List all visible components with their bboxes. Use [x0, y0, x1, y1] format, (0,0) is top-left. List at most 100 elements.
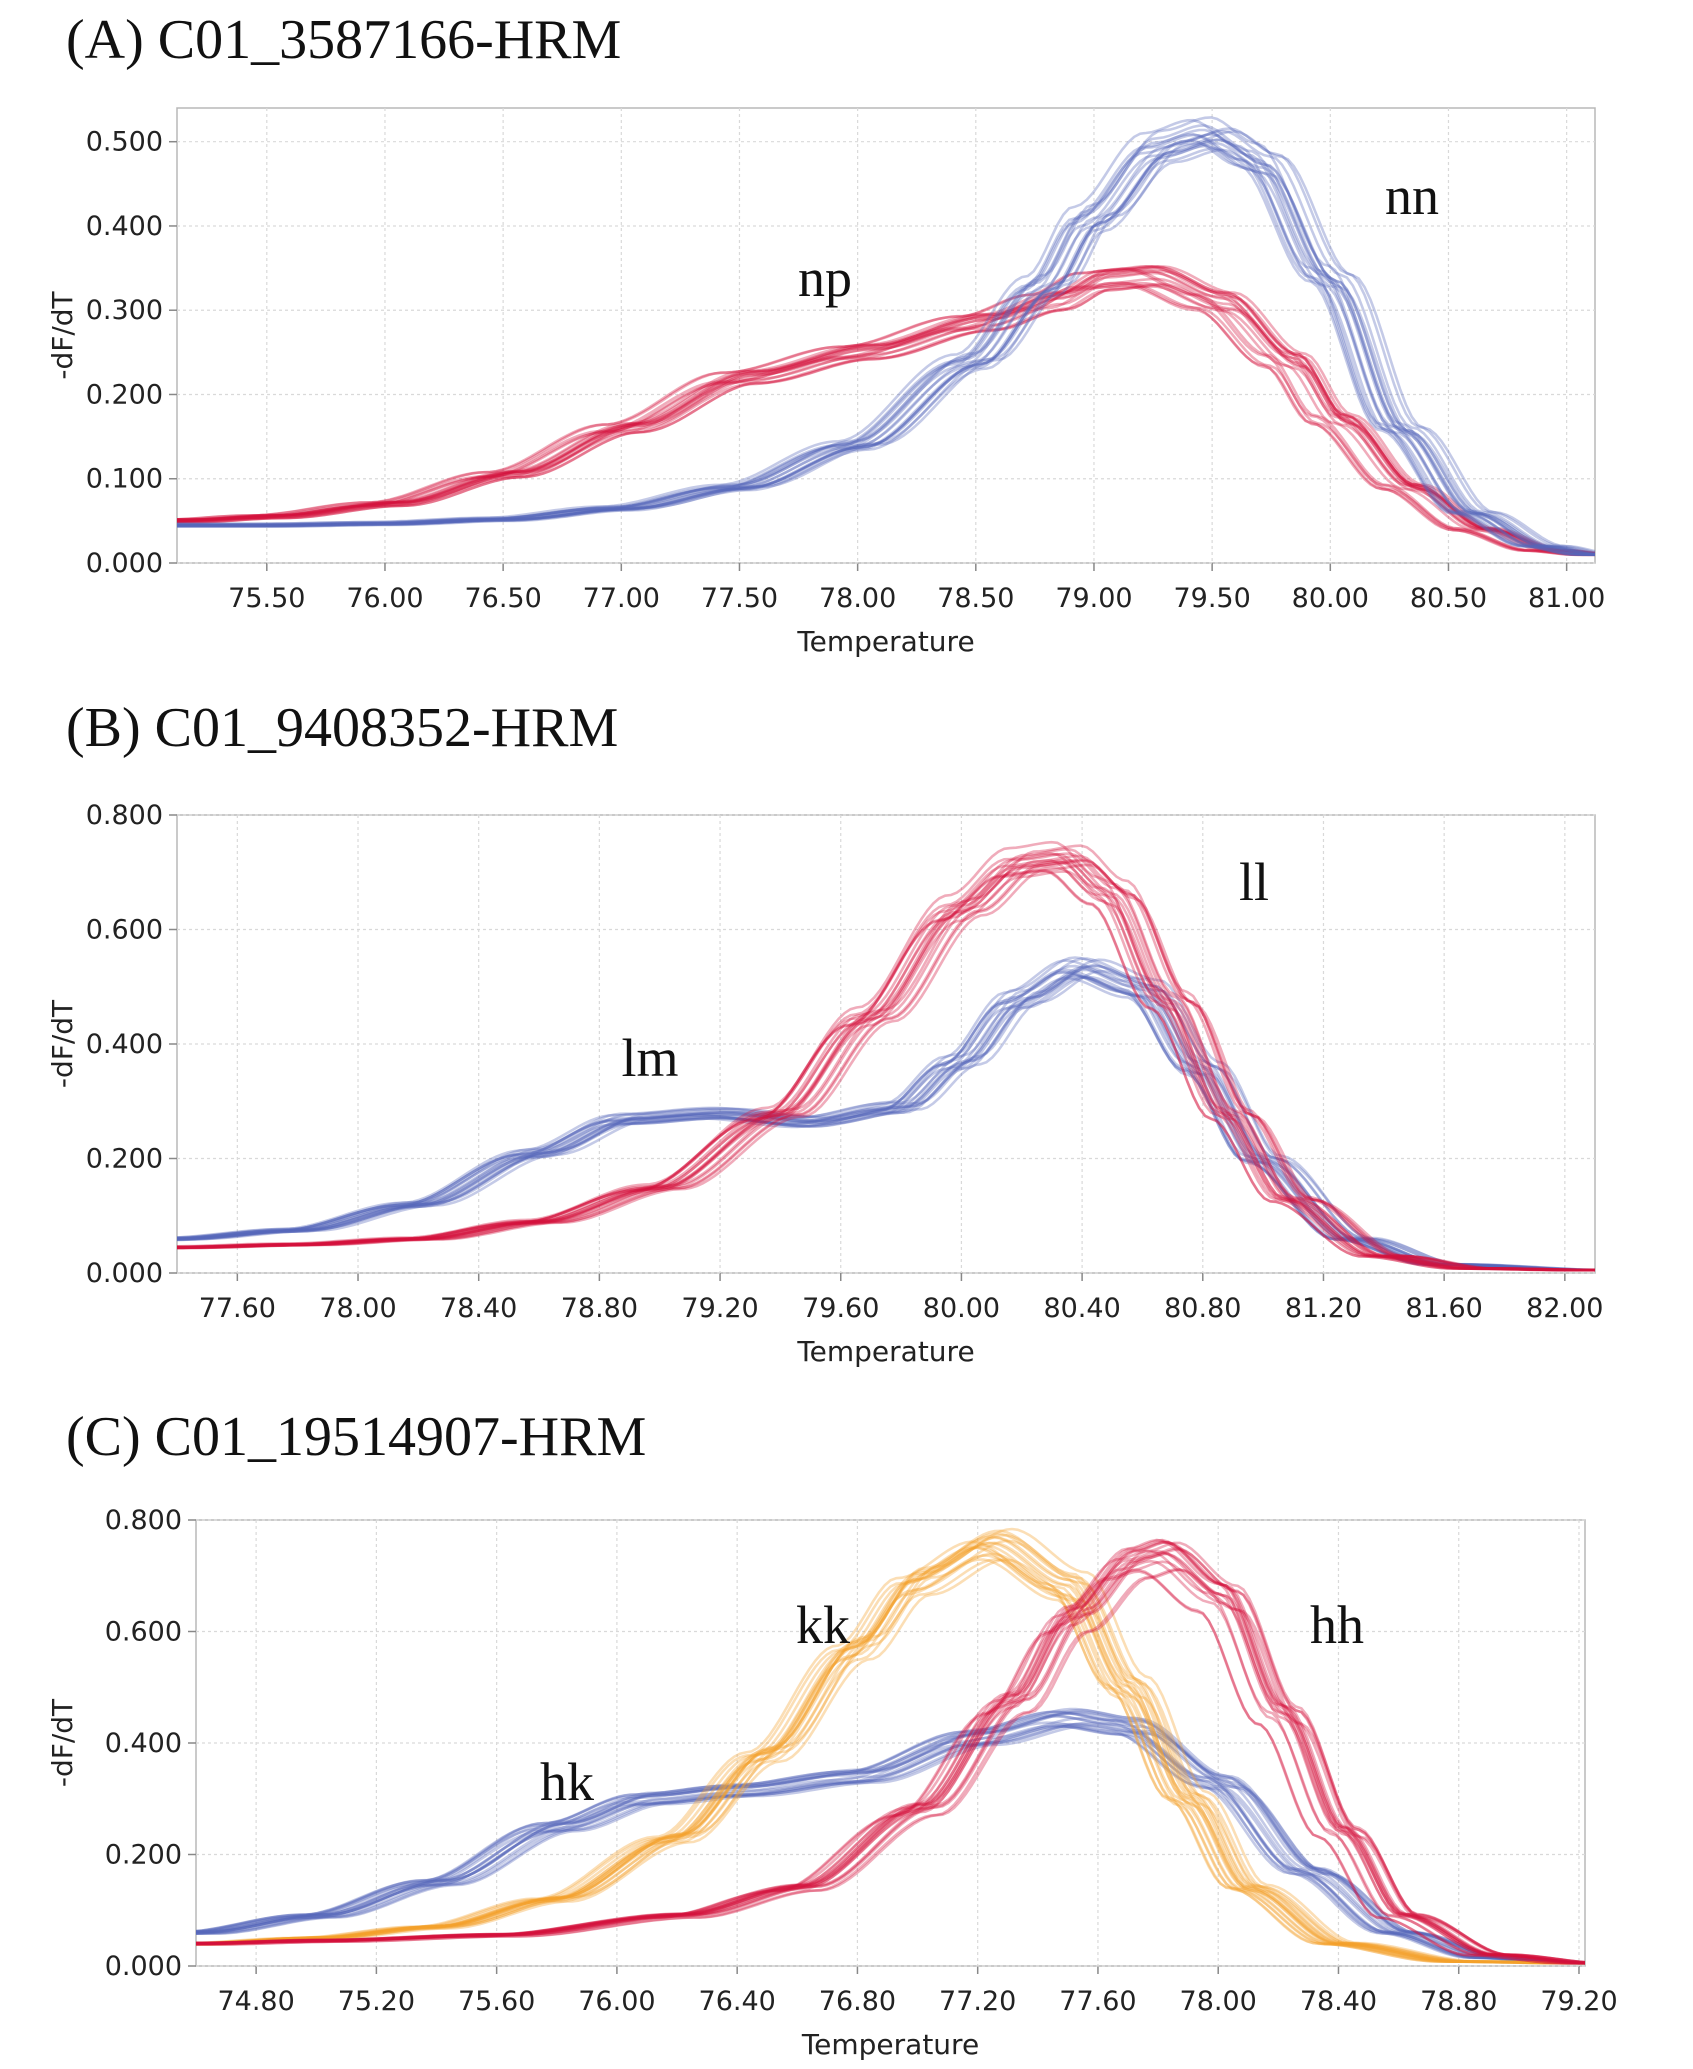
series-line — [177, 139, 1595, 556]
series-line — [196, 1546, 1585, 1965]
y-axis: 0.000 0.200 0.400 0.600 0.800 — [86, 800, 1595, 1289]
series-line — [196, 1558, 1585, 1965]
series-line — [196, 1707, 1585, 1965]
series-lm — [177, 956, 1595, 1272]
series-line — [196, 1536, 1585, 1965]
series-nn — [177, 116, 1595, 557]
plot-area — [195, 1519, 1586, 1967]
series-line — [177, 860, 1595, 1272]
x-tick-label: 82.00 — [1526, 1293, 1603, 1324]
series-line — [177, 852, 1595, 1272]
series-line — [196, 1721, 1585, 1965]
x-tick-label: 75.50 — [228, 583, 305, 614]
series-line — [196, 1570, 1585, 1965]
panel-title: (B) C01_9408352-HRM — [66, 697, 619, 759]
series-np — [177, 264, 1595, 557]
y-tick-label: 0.600 — [86, 915, 163, 946]
x-tick-label: 79.20 — [1540, 1986, 1617, 2017]
y-tick-label: 0.000 — [105, 1951, 182, 1982]
y-tick-label: 0.000 — [86, 1258, 163, 1289]
series-line — [196, 1722, 1585, 1965]
series-line — [177, 964, 1595, 1272]
series-line — [196, 1538, 1585, 1965]
series-line — [177, 968, 1595, 1272]
x-tick-label: 78.00 — [1180, 1986, 1257, 2017]
series-line — [196, 1711, 1585, 1965]
series-line — [196, 1538, 1585, 1965]
series-line — [177, 127, 1595, 554]
series-line — [196, 1533, 1585, 1965]
series-line — [196, 1527, 1585, 1965]
series-line — [196, 1540, 1585, 1965]
series-line — [196, 1540, 1585, 1965]
x-tick-label: 76.00 — [346, 583, 423, 614]
series-hk — [196, 1707, 1585, 1965]
x-tick-label: 79.20 — [681, 1293, 758, 1324]
panel-c: (C) C01_19514907-HRM 74.80 75.20 75.60 76.0… — [0, 1380, 1693, 2069]
y-tick-label: 0.600 — [105, 1617, 182, 1648]
series-line — [177, 959, 1595, 1272]
series-line — [177, 147, 1595, 557]
x-tick-label: 78.50 — [937, 583, 1014, 614]
x-tick-label: 75.20 — [338, 1986, 415, 2017]
x-axis-title: Temperature — [801, 2028, 979, 2061]
x-axis: 75.50 76.00 76.50 77.00 77.50 78.00 78.50 79.00… — [228, 108, 1605, 614]
series-line — [177, 281, 1595, 557]
genotype-label: ll — [1239, 852, 1269, 912]
series-line — [177, 840, 1595, 1272]
y-tick-label: 0.400 — [86, 1029, 163, 1060]
series-line — [177, 859, 1595, 1272]
melt-curve-chart-a: 75.50 76.00 76.50 77.00 77.50 78.00 78.50 79.00… — [46, 107, 1605, 658]
series-line — [177, 976, 1595, 1272]
series-line — [196, 1558, 1585, 1965]
series-line — [196, 1724, 1585, 1964]
series-line — [196, 1722, 1585, 1965]
x-axis-title: Temperature — [796, 625, 974, 658]
series-line — [177, 267, 1595, 556]
series-line — [177, 285, 1595, 556]
x-tick-label: 80.40 — [1043, 1293, 1120, 1324]
y-tick-label: 0.500 — [86, 127, 163, 158]
series-line — [177, 970, 1595, 1272]
series-line — [196, 1710, 1585, 1965]
series-line — [196, 1547, 1585, 1964]
y-tick-label: 0.400 — [105, 1728, 182, 1759]
series-line — [196, 1568, 1585, 1964]
panel-b: (B) C01_9408352-HRM 77.60 78.00 78.40 78.80… — [0, 680, 1693, 1380]
series-line — [196, 1713, 1585, 1965]
series-line — [177, 852, 1595, 1272]
plot-area — [176, 107, 1596, 564]
x-tick-label: 80.80 — [1164, 1293, 1241, 1324]
series-line — [177, 133, 1595, 556]
series-line — [177, 138, 1595, 556]
series-line — [196, 1544, 1585, 1965]
series-line — [196, 1715, 1585, 1965]
series-line — [177, 866, 1595, 1272]
x-tick-label: 79.60 — [802, 1293, 879, 1324]
series-line — [177, 267, 1595, 556]
series-line — [196, 1721, 1585, 1964]
series-line — [177, 265, 1595, 554]
series-line — [196, 1541, 1585, 1965]
series-line — [177, 269, 1595, 555]
x-tick-label: 76.50 — [464, 583, 541, 614]
series-line — [177, 130, 1595, 553]
x-tick-label: 79.00 — [1055, 583, 1132, 614]
series-line — [177, 844, 1595, 1272]
x-tick-label: 77.20 — [939, 1986, 1016, 2017]
x-axis-title: Temperature — [796, 1335, 974, 1368]
series-line — [196, 1554, 1585, 1965]
genotype-label: np — [798, 248, 852, 308]
series-line — [196, 1541, 1585, 1965]
y-tick-label: 0.000 — [86, 548, 163, 579]
series-line — [177, 133, 1595, 556]
series-line — [177, 976, 1595, 1272]
series-line — [177, 138, 1595, 556]
series-line — [177, 118, 1595, 556]
x-tick-label: 81.20 — [1285, 1293, 1362, 1324]
genotype-label: hk — [540, 1752, 594, 1812]
series-line — [196, 1539, 1585, 1965]
series-line — [177, 282, 1595, 556]
series-line — [177, 964, 1595, 1272]
series-line — [196, 1541, 1585, 1964]
